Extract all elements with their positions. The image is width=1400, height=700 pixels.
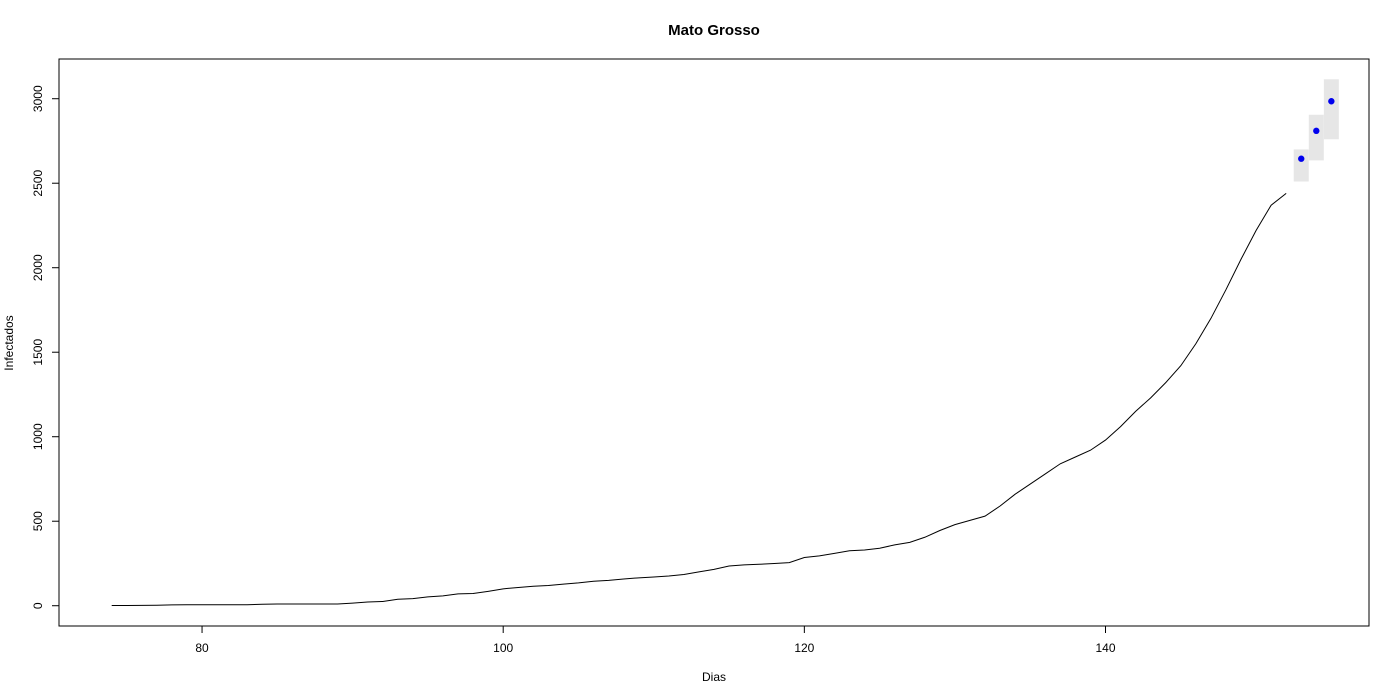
y-tick-label: 1500 [31,339,45,366]
x-tick-label: 80 [195,641,209,655]
x-tick-label: 100 [493,641,513,655]
y-axis-label: Infectados [2,315,16,370]
x-tick-label: 140 [1095,641,1115,655]
y-tick-label: 2500 [31,170,45,197]
y-tick-label: 3000 [31,85,45,112]
x-axis-label: Dias [702,670,726,684]
chart-title: Mato Grosso [668,22,760,39]
forecast-point [1313,127,1320,135]
y-tick-label: 2000 [31,254,45,281]
x-tick-label: 120 [794,641,814,655]
forecast-band [1323,79,1339,140]
series-lines [111,192,1287,607]
y-tick-label: 500 [31,511,45,531]
forecast-bands [1293,79,1339,182]
series-line [111,192,1287,607]
y-tick-label: 1000 [31,423,45,450]
plot-frame [58,58,1370,627]
forecast-band [1293,149,1309,182]
forecast-point [1328,98,1335,105]
forecast-point [1298,155,1305,162]
y-tick-label: 0 [31,602,45,609]
forecast-band [1308,114,1324,161]
forecast-points [1298,98,1335,162]
x-axis: 80 100 120 140 [195,626,1116,655]
y-axis: 0 500 1000 1500 2000 2500 3000 [31,85,59,609]
